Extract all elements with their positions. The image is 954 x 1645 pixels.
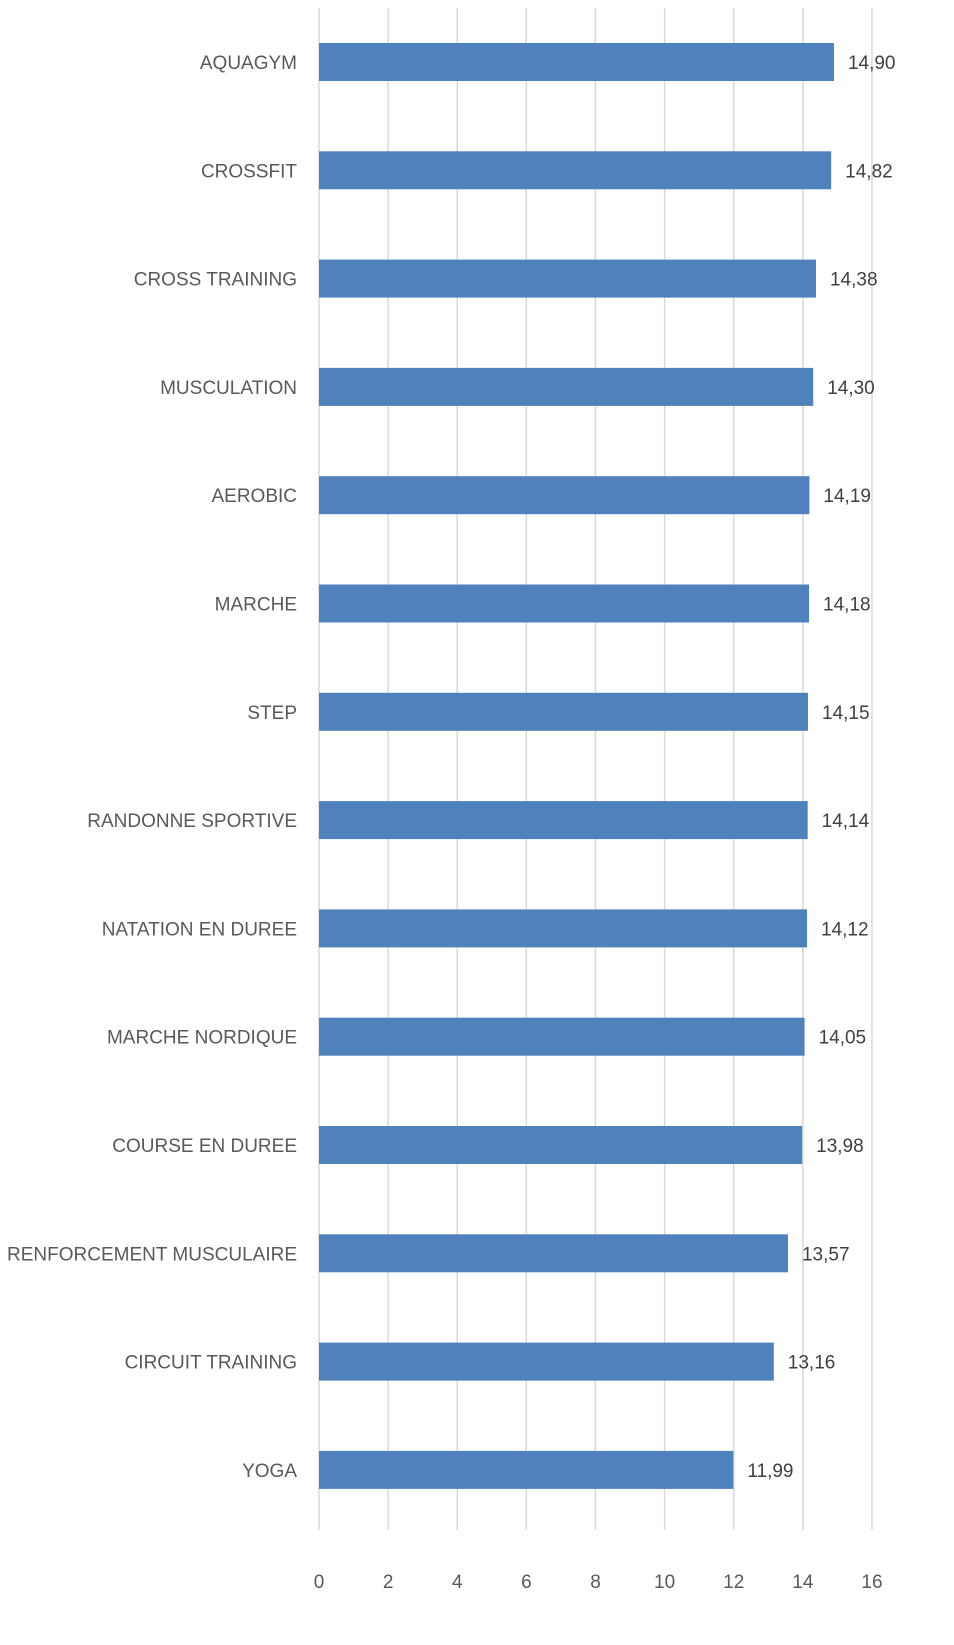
category-label: COURSE EN DUREE [112,1136,297,1157]
bar-natation-en-duree [319,909,807,948]
bar-randonne-sportive [319,801,808,840]
bar-musculation [319,367,814,406]
category-label: AQUAGYM [200,53,297,74]
bar-marche-nordique [319,1017,805,1056]
bar-renforcement-musculaire [319,1234,788,1273]
bar-course-en-duree [319,1126,803,1164]
bar-circuit-training [319,1342,774,1381]
data-label: 13,16 [788,1353,836,1374]
data-label: 14,19 [823,486,871,507]
data-label: 14,38 [830,270,878,291]
data-label: 14,05 [819,1028,867,1049]
category-label: NATATION EN DUREE [102,919,297,940]
x-tick-label: 14 [792,1572,814,1593]
bar-crossfit [319,151,832,190]
data-label: 11,99 [747,1461,793,1482]
x-axis-ticks: 0 2 4 6 8 10 12 14 16 [314,1572,883,1593]
gridlines [318,8,873,1530]
category-label: RANDONNE SPORTIVE [87,811,297,832]
category-label: CIRCUIT TRAINING [125,1353,297,1374]
x-tick-label: 6 [521,1572,532,1593]
category-label: YOGA [242,1461,297,1482]
data-label: 14,15 [822,703,870,724]
category-label: STEP [247,703,297,724]
data-label: 14,90 [848,53,896,74]
bars [319,43,834,1489]
data-label: 13,57 [802,1244,850,1265]
x-tick-label: 10 [654,1572,675,1593]
bar-yoga [319,1450,734,1489]
category-label: RENFORCEMENT MUSCULAIRE [7,1244,297,1265]
data-label: 14,18 [823,595,871,616]
data-label: 14,12 [821,919,869,940]
category-label: MUSCULATION [160,378,297,399]
category-label: CROSS TRAINING [134,270,297,291]
category-labels: AQUAGYM CROSSFIT CROSS TRAINING MUSCULATION… [7,53,297,1482]
bar-aquagym [319,43,834,81]
data-label: 14,82 [845,161,893,182]
bar-cross-training [319,259,816,298]
x-tick-label: 12 [723,1572,744,1593]
category-label: MARCHE NORDIQUE [107,1028,297,1049]
x-tick-label: 16 [861,1572,882,1593]
category-label: MARCHE [215,595,297,616]
bar-aerobic [319,476,810,515]
category-label: CROSSFIT [201,161,297,182]
x-tick-label: 0 [314,1572,325,1593]
x-tick-label: 4 [452,1572,463,1593]
data-label: 13,98 [816,1136,864,1157]
x-tick-label: 8 [590,1572,601,1593]
value-labels: 14,90 14,82 14,38 14,30 14,19 14,18 14,15 14,14… [747,53,895,1482]
data-label: 14,30 [827,378,875,399]
category-label: AEROBIC [211,486,297,507]
bar-marche [319,584,810,623]
bar-step [319,692,809,731]
x-tick-label: 2 [383,1572,394,1593]
data-label: 14,14 [822,811,870,832]
